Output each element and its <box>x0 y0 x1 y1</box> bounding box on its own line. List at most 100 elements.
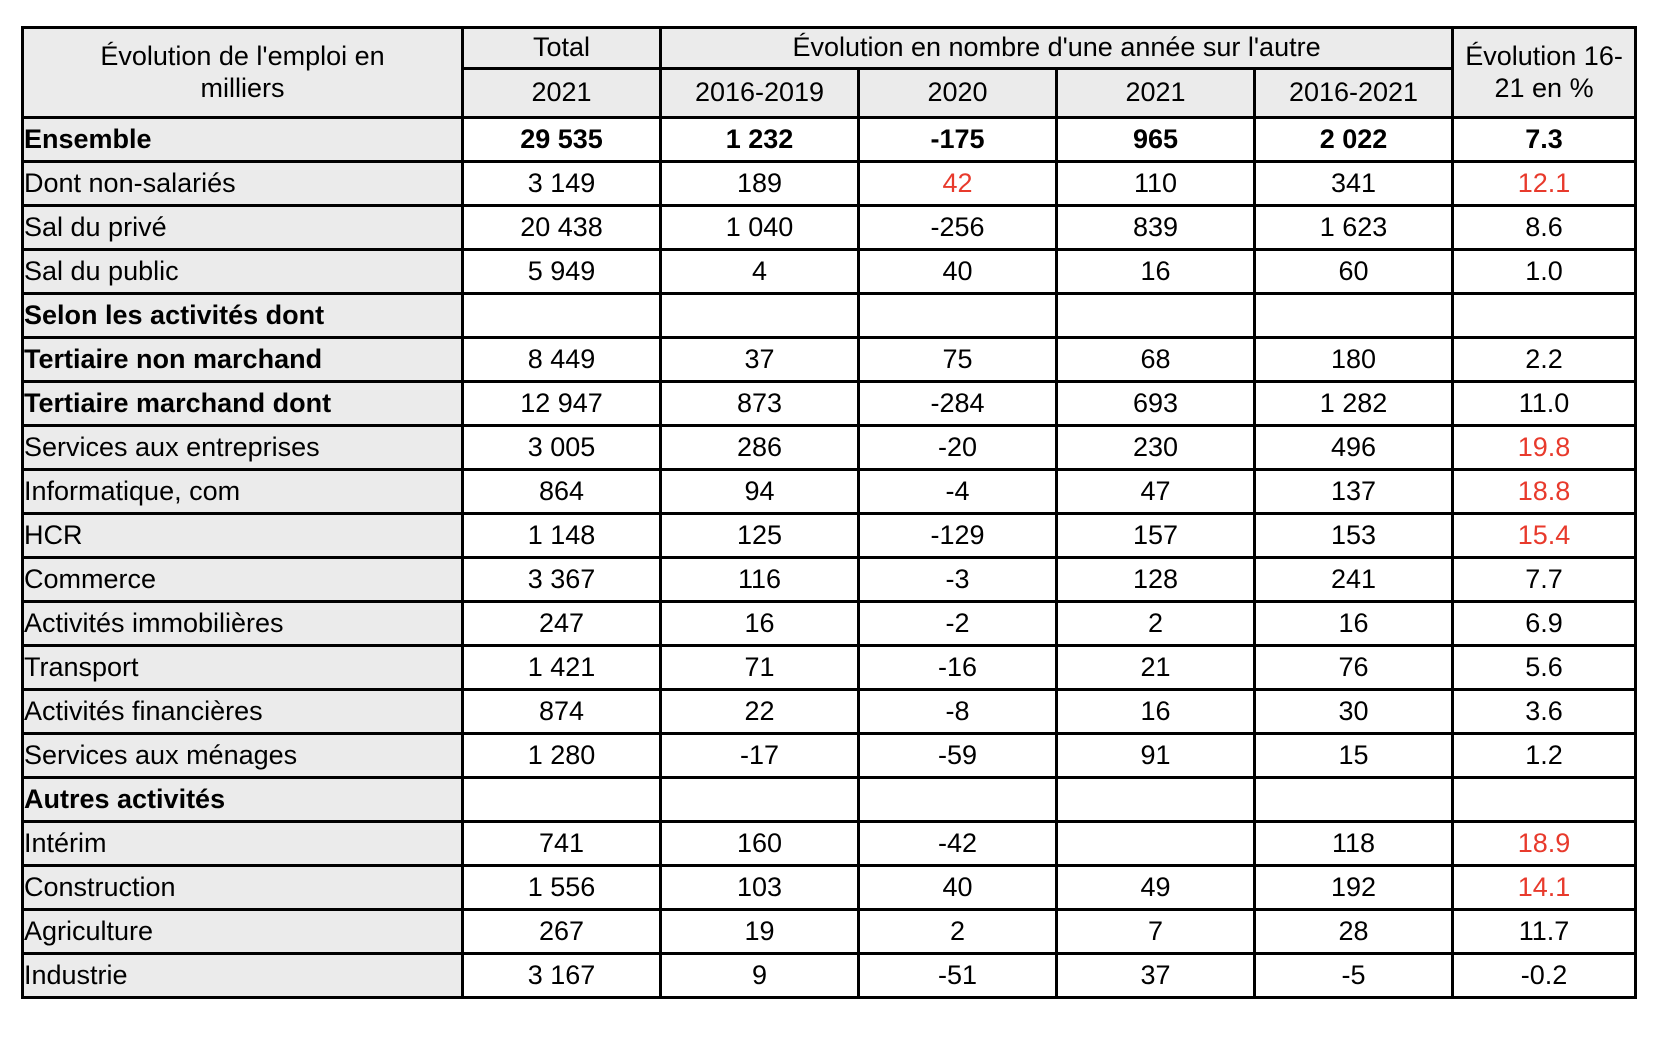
value-cell: 94 <box>659 468 860 515</box>
header-col-2016-2021: 2016-2021 <box>1252 67 1455 119</box>
value-cell: 91 <box>1055 732 1256 779</box>
value-cell: 19.8 <box>1451 424 1638 471</box>
value-cell: 47 <box>1055 468 1256 515</box>
value-cell <box>1055 820 1256 867</box>
value-cell: 75 <box>857 336 1058 383</box>
table-row: Services aux ménages 1 280 -17 -59 91 15 1.2 <box>21 732 1638 779</box>
row-label: Industrie <box>21 952 464 999</box>
value-cell: 839 <box>1055 204 1256 251</box>
value-cell: 14.1 <box>1451 864 1638 911</box>
table-row: Autres activités <box>21 776 1638 823</box>
table-row: Dont non-salariés 3 149 189 42 110 341 12.1 <box>21 160 1638 207</box>
value-cell: 341 <box>1252 160 1455 207</box>
value-cell: 1 280 <box>461 732 662 779</box>
value-cell: 15.4 <box>1451 512 1638 559</box>
value-cell: -175 <box>857 116 1058 163</box>
value-cell <box>659 776 860 823</box>
header-col-2021: 2021 <box>1055 67 1256 119</box>
value-cell: 965 <box>1055 116 1256 163</box>
header-row-label-title: Évolution de l'emploi en milliers <box>21 26 464 119</box>
value-cell: 37 <box>1055 952 1256 999</box>
row-label: Agriculture <box>21 908 464 955</box>
value-cell: 4 <box>659 248 860 295</box>
value-cell: 137 <box>1252 468 1455 515</box>
value-cell: 247 <box>461 600 662 647</box>
header-pct-line1: Évolution 16- <box>1465 41 1623 72</box>
value-cell: 7 <box>1055 908 1256 955</box>
value-cell: 9 <box>659 952 860 999</box>
header-row-label-line1: Évolution de l'emploi en <box>100 41 385 72</box>
value-cell: 11.7 <box>1451 908 1638 955</box>
row-label: Tertiaire non marchand <box>21 336 464 383</box>
value-cell: -5 <box>1252 952 1455 999</box>
value-cell: 496 <box>1252 424 1455 471</box>
header-total-title: Total <box>461 26 662 70</box>
header-pct-line2: 21 en % <box>1494 72 1594 103</box>
table-row: Activités financières 874 22 -8 16 30 3.6 <box>21 688 1638 735</box>
row-label: Dont non-salariés <box>21 160 464 207</box>
value-cell <box>1451 292 1638 339</box>
value-cell: 12.1 <box>1451 160 1638 207</box>
value-cell: 21 <box>1055 644 1256 691</box>
value-cell: 1.0 <box>1451 248 1638 295</box>
value-cell: 1 623 <box>1252 204 1455 251</box>
row-label: Services aux ménages <box>21 732 464 779</box>
value-cell: 1 282 <box>1252 380 1455 427</box>
value-cell: 18.8 <box>1451 468 1638 515</box>
table-row: Informatique, com 864 94 -4 47 137 18.8 <box>21 468 1638 515</box>
table-row: Selon les activités dont <box>21 292 1638 339</box>
row-label: Selon les activités dont <box>21 292 464 339</box>
value-cell: 230 <box>1055 424 1256 471</box>
value-cell: 693 <box>1055 380 1256 427</box>
value-cell: 29 535 <box>461 116 662 163</box>
value-cell: -129 <box>857 512 1058 559</box>
table-row: Commerce 3 367 116 -3 128 241 7.7 <box>21 556 1638 603</box>
value-cell: -16 <box>857 644 1058 691</box>
value-cell: 3.6 <box>1451 688 1638 735</box>
row-label: Commerce <box>21 556 464 603</box>
value-cell: 37 <box>659 336 860 383</box>
value-cell: 71 <box>659 644 860 691</box>
table-row: Tertiaire non marchand 8 449 37 75 68 180 2.2 <box>21 336 1638 383</box>
value-cell: 180 <box>1252 336 1455 383</box>
row-label: Informatique, com <box>21 468 464 515</box>
value-cell: -2 <box>857 600 1058 647</box>
value-cell: 60 <box>1252 248 1455 295</box>
header-pct-title: Évolution 16- 21 en % <box>1451 26 1638 119</box>
value-cell <box>1055 292 1256 339</box>
value-cell: 7.3 <box>1451 116 1638 163</box>
value-cell: 8 449 <box>461 336 662 383</box>
table-body: Ensemble 29 535 1 232 -175 965 2 022 7.3 Dont n… <box>21 116 1638 999</box>
value-cell: 6.9 <box>1451 600 1638 647</box>
value-cell <box>1252 776 1455 823</box>
value-cell: -0.2 <box>1451 952 1638 999</box>
value-cell: 40 <box>857 248 1058 295</box>
row-label: Activités immobilières <box>21 600 464 647</box>
table-row: Agriculture 267 19 2 7 28 11.7 <box>21 908 1638 955</box>
value-cell: 16 <box>1252 600 1455 647</box>
value-cell: 153 <box>1252 512 1455 559</box>
value-cell: 12 947 <box>461 380 662 427</box>
value-cell: 286 <box>659 424 860 471</box>
value-cell: 2 <box>857 908 1058 955</box>
value-cell: -8 <box>857 688 1058 735</box>
header-col-2016-2019: 2016-2019 <box>659 67 860 119</box>
value-cell: 267 <box>461 908 662 955</box>
value-cell: -284 <box>857 380 1058 427</box>
value-cell: 68 <box>1055 336 1256 383</box>
table-row: Sal du public 5 949 4 40 16 60 1.0 <box>21 248 1638 295</box>
table-row: Construction 1 556 103 40 49 192 14.1 <box>21 864 1638 911</box>
value-cell: -20 <box>857 424 1058 471</box>
value-cell: -4 <box>857 468 1058 515</box>
value-cell: 103 <box>659 864 860 911</box>
row-label: Tertiaire marchand dont <box>21 380 464 427</box>
value-cell: -42 <box>857 820 1058 867</box>
value-cell: 5 949 <box>461 248 662 295</box>
value-cell <box>1252 292 1455 339</box>
value-cell <box>1451 776 1638 823</box>
value-cell: 16 <box>1055 248 1256 295</box>
value-cell: 16 <box>659 600 860 647</box>
table-row: Industrie 3 167 9 -51 37 -5 -0.2 <box>21 952 1638 999</box>
value-cell: 189 <box>659 160 860 207</box>
value-cell: 873 <box>659 380 860 427</box>
